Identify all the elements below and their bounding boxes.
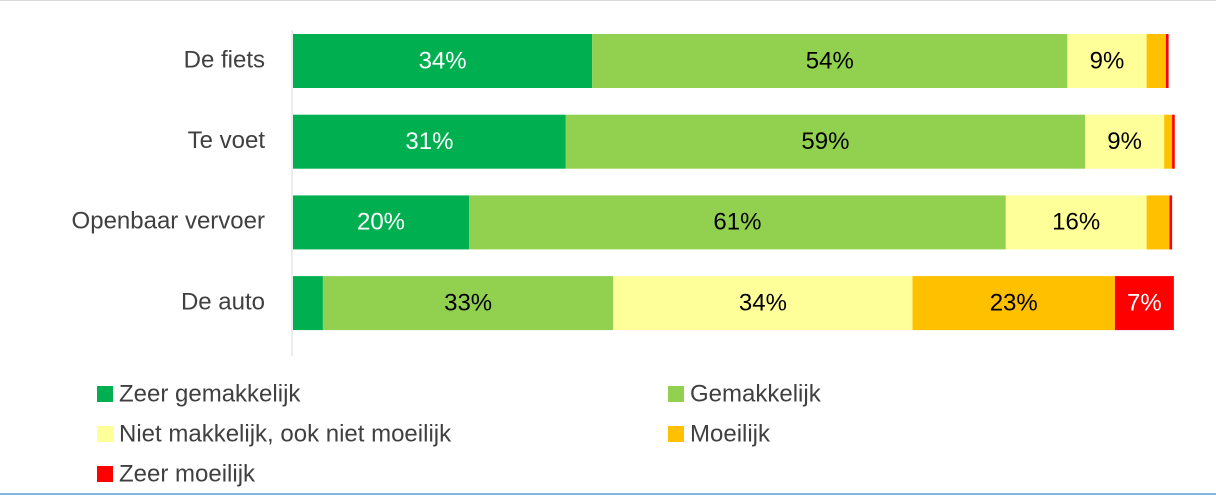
- data-label: 34%: [739, 289, 787, 316]
- bar-segment: [293, 195, 469, 250]
- bar-segment: [293, 276, 323, 331]
- y-tick-label: De auto: [181, 288, 265, 315]
- bar-segment: [613, 276, 913, 331]
- bar-segment: [469, 195, 1006, 250]
- data-label: 16%: [1052, 209, 1100, 236]
- bar-segment: [912, 276, 1115, 331]
- legend-swatch: [97, 386, 113, 402]
- legend-label: Zeer gemakkelijk: [119, 380, 301, 407]
- bar-segment: [1005, 195, 1147, 250]
- legend-label: Niet makkelijk, ook niet moeilijk: [119, 420, 452, 447]
- data-label: 9%: [1107, 128, 1142, 155]
- data-label: 31%: [405, 128, 453, 155]
- bar-segment: [1146, 195, 1170, 250]
- bar-segment: [1172, 114, 1175, 169]
- data-label: 7%: [1127, 289, 1162, 316]
- bar-segment: [565, 114, 1085, 169]
- legend-swatch: [668, 426, 684, 442]
- data-label: 59%: [801, 128, 849, 155]
- bar-segment: [1067, 34, 1147, 88]
- bar-segment: [1114, 276, 1174, 331]
- y-tick-label: De fiets: [184, 46, 265, 73]
- bar-segment: [1169, 195, 1173, 250]
- bar-segment: [322, 276, 614, 331]
- bar-segment: [1146, 34, 1166, 88]
- data-label: 9%: [1090, 47, 1125, 74]
- legend-swatch: [97, 426, 113, 442]
- legend-label: Gemakkelijk: [690, 380, 822, 407]
- bar-segment: [1085, 114, 1165, 169]
- legend-label: Moeilijk: [690, 420, 771, 447]
- data-label: 61%: [713, 209, 761, 236]
- data-label: 33%: [444, 289, 492, 316]
- data-label: 54%: [806, 47, 854, 74]
- data-label: 20%: [357, 209, 405, 236]
- bar-segment: [1165, 34, 1169, 88]
- bar-segment: [293, 114, 566, 169]
- data-label: 23%: [990, 289, 1038, 316]
- bar-segment: [293, 34, 593, 88]
- y-tick-label: Te voet: [188, 127, 266, 154]
- legend-swatch: [668, 386, 684, 402]
- legend-swatch: [97, 466, 113, 482]
- bar-segment: [1164, 114, 1173, 169]
- bar-segment: [592, 34, 1068, 88]
- legend-label: Zeer moeilijk: [119, 460, 256, 487]
- y-tick-label: Openbaar vervoer: [72, 208, 265, 235]
- data-label: 34%: [419, 47, 467, 74]
